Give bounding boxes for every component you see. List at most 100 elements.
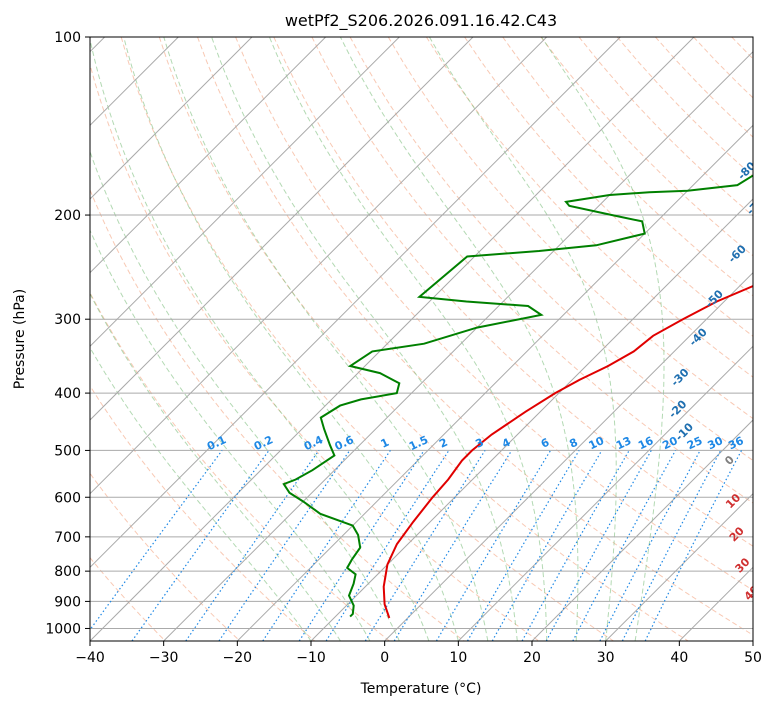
mixing-ratio-line xyxy=(218,450,351,641)
y-tick-label: 700 xyxy=(54,530,81,546)
y-tick-label: 900 xyxy=(54,594,81,610)
moist-adiabat xyxy=(163,37,489,641)
dry-adiabat xyxy=(197,37,753,636)
mixing-ratio-label: 20 xyxy=(660,434,680,452)
moist-adiabat xyxy=(90,346,312,641)
x-tick-label: 0 xyxy=(380,650,389,666)
y-axis-label: Pressure (hPa) xyxy=(12,289,28,389)
line-labels: 0.1 0.2 0.4 0.6 1 1.5 2 3 4 6 8 10 13 16 20 25 30 36-100-… xyxy=(205,56,775,603)
dry-adiabat xyxy=(90,384,316,641)
dewpoint-line xyxy=(282,174,753,618)
dry-adiabat xyxy=(90,188,465,641)
mixing-ratio-label: 16 xyxy=(636,434,656,452)
x-tick-label: 10 xyxy=(449,650,467,666)
moist-adiabat xyxy=(268,37,548,641)
y-tick-label: 500 xyxy=(54,443,81,459)
adiabat-label: 40 xyxy=(742,583,762,603)
mixing-ratio-label: 1 xyxy=(379,436,391,451)
x-tick-label: −40 xyxy=(75,650,105,666)
adiabat-label: -30 xyxy=(668,366,691,389)
adiabat-label: 10 xyxy=(723,491,743,511)
x-tick-label: 30 xyxy=(597,650,615,666)
mixing-ratio-line xyxy=(131,450,270,641)
adiabat-label: -80 xyxy=(735,159,758,182)
mixing-ratio-line xyxy=(545,450,652,641)
x-axis-label: Temperature (°C) xyxy=(360,681,482,697)
adiabat-label: 20 xyxy=(727,524,747,544)
moist-adiabat xyxy=(541,37,665,641)
mixing-ratio-label: 13 xyxy=(614,434,633,452)
x-tick-label: −20 xyxy=(223,650,253,666)
moist-adiabat xyxy=(90,37,430,641)
adiabat-label: -20 xyxy=(666,397,689,420)
isotherm-line xyxy=(90,37,253,200)
isotherm-line xyxy=(605,492,753,641)
x-tick-label: 40 xyxy=(670,650,688,666)
adiabat-label: -70 xyxy=(744,194,767,217)
chart-title: wetPf2_S206.2026.091.16.42.C43 xyxy=(285,11,557,31)
mixing-ratio-line xyxy=(521,450,630,641)
temperature-line xyxy=(382,284,753,619)
mixing-ratio-line xyxy=(572,450,677,641)
isotherm-line xyxy=(90,37,327,274)
isotherm-line xyxy=(163,50,753,641)
moist-adiabat xyxy=(339,37,579,641)
isotherm-line xyxy=(310,198,753,641)
x-tick-label: 50 xyxy=(744,650,762,666)
isotherm-line xyxy=(90,37,621,569)
y-tick-label: 200 xyxy=(54,208,81,224)
dry-adiabat xyxy=(693,37,753,99)
dry-adiabat xyxy=(540,37,753,257)
dry-adiabat xyxy=(235,37,753,591)
y-axis: 100 200 300 400 500 600 700 800 900 1000 xyxy=(45,30,90,637)
y-tick-label: 300 xyxy=(54,312,81,328)
moist-adiabat xyxy=(211,37,518,641)
adiabat-label: -90 xyxy=(748,109,771,132)
dry-adiabat xyxy=(502,37,753,297)
isotherm-line xyxy=(90,37,474,421)
mixing-ratio-label: 10 xyxy=(587,434,607,452)
adiabat-label: -60 xyxy=(726,242,749,265)
mixing-ratio-line xyxy=(262,450,391,641)
isotherm-line xyxy=(90,37,695,641)
isotherm-line xyxy=(752,640,753,641)
mixing-ratio-line xyxy=(435,450,552,641)
isotherm-line xyxy=(531,419,753,641)
dry-adiabat xyxy=(90,472,241,641)
mixing-ratio-line xyxy=(364,450,486,641)
y-tick-label: 1000 xyxy=(45,621,81,637)
dry-adiabat xyxy=(349,37,753,462)
y-tick-label: 800 xyxy=(54,564,81,580)
dry-adiabat xyxy=(387,37,753,420)
isotherm-line xyxy=(90,37,548,495)
data-series xyxy=(282,174,753,619)
isotherm-line xyxy=(236,124,753,641)
isotherm-line xyxy=(457,345,753,641)
dry-adiabat xyxy=(770,37,775,643)
mixing-ratio-label: 6 xyxy=(539,436,552,451)
dry-adiabat xyxy=(655,37,753,138)
mixing-ratio-label: 25 xyxy=(685,434,704,452)
adiabat-label: 30 xyxy=(733,555,753,575)
mixing-ratio-line xyxy=(90,450,223,631)
dry-adiabat xyxy=(425,37,753,378)
isotherm-line xyxy=(384,271,753,641)
isotherm-line xyxy=(90,37,400,348)
mixing-ratio-label: 4 xyxy=(500,436,513,451)
adiabat-label: -100 xyxy=(759,56,775,85)
mixing-ratio-line xyxy=(644,450,743,641)
moist-adiabat xyxy=(123,37,459,641)
x-tick-label: −30 xyxy=(149,650,179,666)
dry-adiabat xyxy=(464,37,753,337)
mixing-ratio-label: 8 xyxy=(567,436,579,451)
mixing-ratio-line xyxy=(185,450,320,641)
mixing-ratio-label: 36 xyxy=(726,434,746,452)
x-tick-label: −10 xyxy=(296,650,326,666)
mixing-ratio-label: 30 xyxy=(706,434,726,452)
mixing-ratio-label: 2 xyxy=(437,436,449,451)
plot-frame xyxy=(89,36,754,642)
moist-adiabat xyxy=(90,292,341,641)
moist-adiabat xyxy=(90,229,371,641)
y-tick-label: 600 xyxy=(54,490,81,506)
